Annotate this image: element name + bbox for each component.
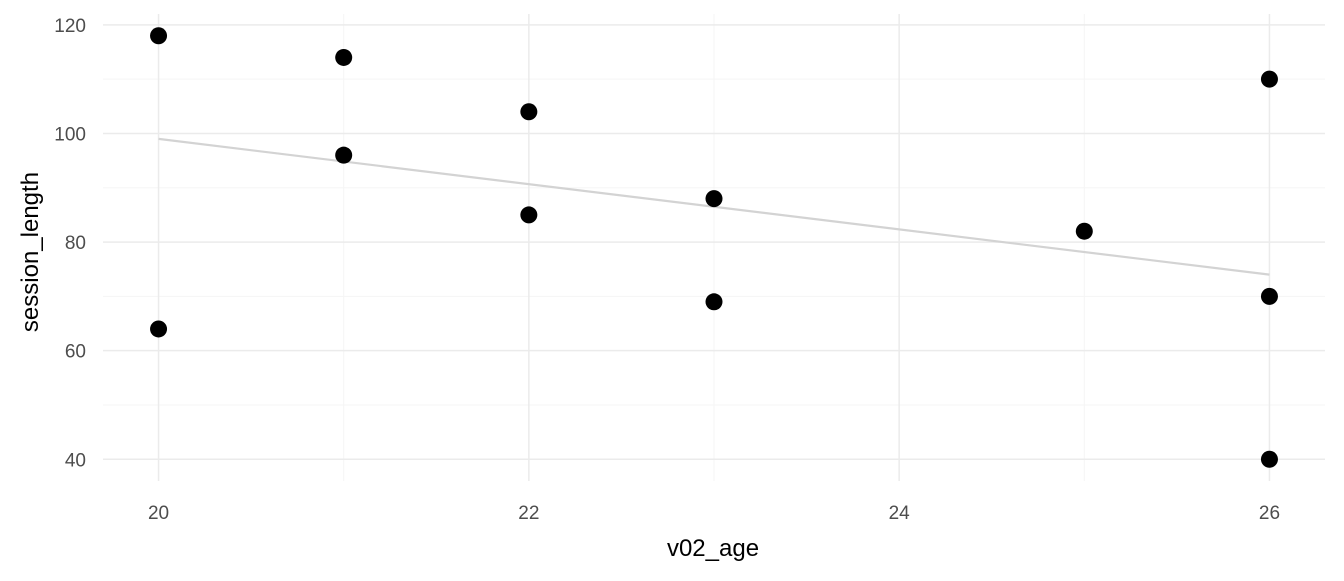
y-tick-label: 40 <box>65 450 86 471</box>
x-axis-ticks: 20 22 24 26 <box>148 503 1280 524</box>
grid-minor-lines <box>103 14 1325 481</box>
data-point <box>520 206 538 224</box>
y-axis-title: session_length <box>17 172 44 332</box>
data-point <box>335 48 353 66</box>
x-tick-label: 22 <box>518 503 539 524</box>
y-tick-label: 100 <box>54 124 86 145</box>
data-point <box>150 27 168 45</box>
data-point <box>520 103 538 121</box>
data-point <box>705 293 723 311</box>
points-layer <box>150 27 1278 468</box>
data-point <box>1260 450 1278 468</box>
y-tick-label: 80 <box>65 233 86 254</box>
grid-major-lines <box>103 14 1325 481</box>
data-point <box>1260 70 1278 88</box>
y-tick-label: 120 <box>54 16 86 37</box>
data-point <box>1075 222 1093 240</box>
y-axis-ticks: 40 60 80 100 120 <box>54 16 86 471</box>
data-point <box>705 190 723 208</box>
x-tick-label: 24 <box>889 503 911 524</box>
x-tick-label: 20 <box>148 503 169 524</box>
data-point <box>335 146 353 164</box>
data-point <box>150 320 168 338</box>
y-tick-label: 60 <box>65 342 86 363</box>
x-axis-title: v02_age <box>667 535 759 562</box>
x-tick-label: 26 <box>1259 503 1280 524</box>
data-point <box>1260 287 1278 305</box>
